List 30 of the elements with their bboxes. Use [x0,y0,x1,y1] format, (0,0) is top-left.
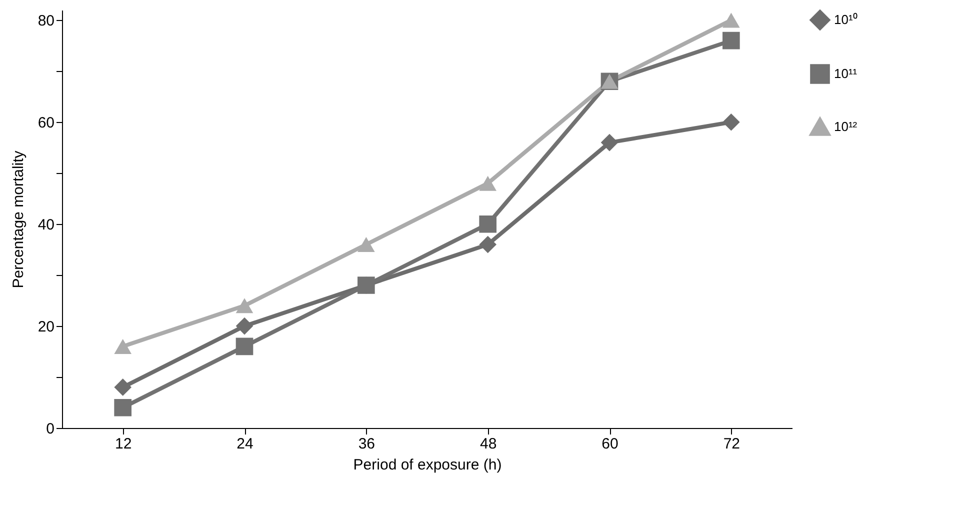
x-tick-label: 24 [236,436,254,452]
y-tick-label: 0 [46,420,54,438]
point [479,176,496,191]
point [479,236,496,254]
legend-label: 10¹¹ [834,66,858,81]
point [236,338,254,356]
point [114,338,132,354]
legend-label: 10¹² [834,119,858,134]
point [600,134,618,152]
point [358,236,375,252]
y-tick-label: 60 [38,114,54,132]
point [236,317,254,335]
point [722,32,740,50]
y-tick-label: 20 [38,318,54,336]
point [236,298,254,314]
y-axis-title: Percentage mortality [10,150,27,288]
x-axis-title: Period of exposure (h) [353,456,502,474]
point [722,12,740,28]
x-tick-label: 48 [480,436,497,452]
point [479,215,496,233]
x-tick-label: 72 [723,436,740,452]
point [114,398,132,416]
legend-label: 10¹⁰ [834,12,858,27]
point [114,378,132,396]
x-tick-label: 60 [602,436,618,452]
y-tick-label: 80 [38,12,54,30]
x-tick-label: 36 [358,436,376,452]
x-tick-label: 12 [114,436,132,452]
point [722,113,740,131]
y-tick-label: 40 [38,216,54,234]
